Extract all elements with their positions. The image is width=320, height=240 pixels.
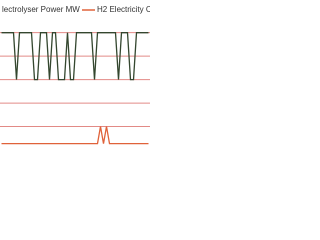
page: {"chart_data": {"type": "line", "categor…: [0, 0, 150, 150]
series-line: [1, 32, 149, 81]
chart: lectrolyser Power MW H2 Electricity Cost …: [0, 5, 150, 145]
series-line: [1, 126, 149, 145]
legend-label: H2 Electricity Cost Per: [97, 5, 150, 14]
legend-label: lectrolyser Power MW: [2, 5, 80, 14]
